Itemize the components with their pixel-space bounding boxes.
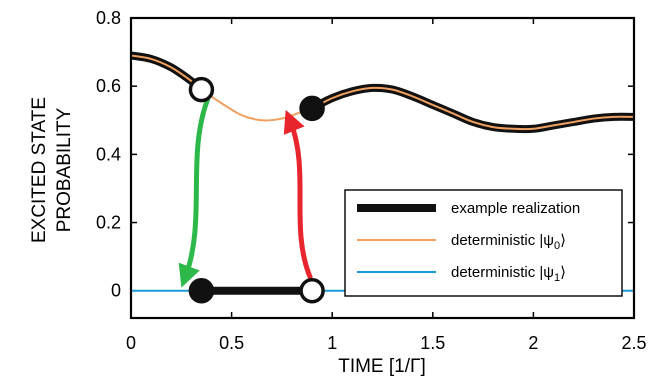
jump-arrow-0 <box>178 97 210 288</box>
x-tick-label: 0 <box>126 333 136 353</box>
y-tick-label: 0.8 <box>96 8 121 28</box>
legend-psi0-main: deterministic |ψ <box>451 232 554 249</box>
legend: example realization deterministic |ψ0⟩ d… <box>344 189 623 297</box>
x-tick-label: 0.5 <box>219 333 244 353</box>
open-marker-0 <box>188 76 215 103</box>
y-axis-label-line-1: EXCITED STATE <box>29 97 50 243</box>
legend-psi1-sub: 1 <box>554 272 560 284</box>
x-tick-label: 1.5 <box>420 333 445 353</box>
y-tick-label: 0 <box>111 281 121 301</box>
legend-psi0-sub: 0 <box>554 240 560 252</box>
filled-marker-1 <box>188 277 215 304</box>
legend-label-psi0: deterministic |ψ0⟩ <box>451 232 566 252</box>
x-tick-label: 2 <box>528 333 538 353</box>
y-axis-label-line-2: PROBABILITY <box>54 107 75 232</box>
open-marker-2 <box>299 277 325 304</box>
jump-arrow-1 <box>283 109 313 280</box>
filled-marker-3 <box>299 95 325 122</box>
legend-psi1-main: deterministic |ψ <box>451 264 554 281</box>
legend-label-psi1: deterministic |ψ1⟩ <box>451 264 566 284</box>
x-tick-label: 1 <box>327 333 337 353</box>
y-tick-label: 0.2 <box>96 213 121 233</box>
legend-label-realization: example realization <box>451 200 580 217</box>
x-axis-label: TIME [1/Γ] <box>338 356 426 377</box>
y-tick-label: 0.6 <box>96 76 121 96</box>
plot-frame <box>129 16 636 320</box>
legend-psi0-tail: ⟩ <box>560 232 566 249</box>
legend-psi1-tail: ⟩ <box>560 264 566 281</box>
y-tick-label: 0.4 <box>96 144 121 164</box>
x-tick-label: 2.5 <box>621 333 646 353</box>
